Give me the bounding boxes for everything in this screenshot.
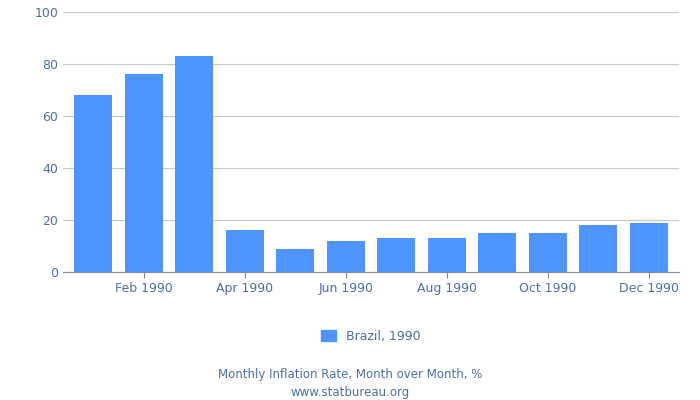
Bar bbox=[74, 95, 112, 272]
Bar bbox=[327, 241, 365, 272]
Bar bbox=[175, 56, 214, 272]
Text: www.statbureau.org: www.statbureau.org bbox=[290, 386, 410, 399]
Bar bbox=[528, 233, 567, 272]
Bar bbox=[125, 74, 162, 272]
Bar bbox=[630, 222, 668, 272]
Bar bbox=[428, 238, 466, 272]
Bar bbox=[377, 238, 415, 272]
Bar bbox=[226, 230, 264, 272]
Text: Monthly Inflation Rate, Month over Month, %: Monthly Inflation Rate, Month over Month… bbox=[218, 368, 482, 381]
Bar bbox=[478, 233, 516, 272]
Bar bbox=[580, 225, 617, 272]
Bar bbox=[276, 248, 314, 272]
Legend: Brazil, 1990: Brazil, 1990 bbox=[316, 325, 426, 348]
